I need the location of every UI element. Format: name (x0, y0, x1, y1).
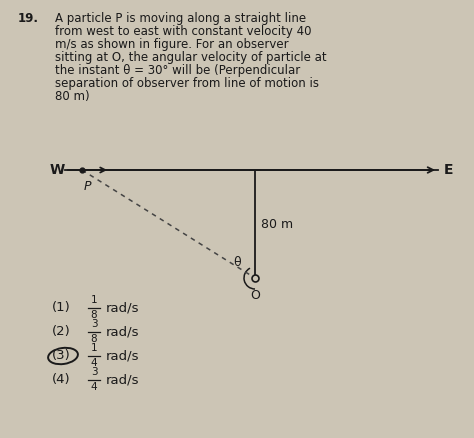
Text: A particle P is moving along a straight line: A particle P is moving along a straight … (55, 12, 306, 25)
Text: 1: 1 (91, 295, 97, 305)
Text: θ: θ (233, 255, 241, 268)
Text: (3): (3) (52, 350, 71, 363)
Text: (2): (2) (52, 325, 71, 339)
Text: E: E (444, 163, 454, 177)
Text: rad/s: rad/s (106, 350, 139, 363)
Text: sitting at O, the angular velocity of particle at: sitting at O, the angular velocity of pa… (55, 51, 327, 64)
Text: 4: 4 (91, 382, 97, 392)
Text: (4): (4) (52, 374, 71, 386)
Text: rad/s: rad/s (106, 301, 139, 314)
Text: O: O (250, 289, 260, 302)
Text: 80 m: 80 m (261, 218, 293, 230)
Text: rad/s: rad/s (106, 325, 139, 339)
Text: 4: 4 (91, 358, 97, 368)
Text: 80 m): 80 m) (55, 90, 90, 103)
Text: P: P (84, 180, 91, 193)
Text: 3: 3 (91, 367, 97, 377)
Text: separation of observer from line of motion is: separation of observer from line of moti… (55, 77, 319, 90)
Text: (1): (1) (52, 301, 71, 314)
Text: 3: 3 (91, 319, 97, 329)
Text: rad/s: rad/s (106, 374, 139, 386)
Text: 8: 8 (91, 310, 97, 320)
Text: from west to east with constant velocity 40: from west to east with constant velocity… (55, 25, 311, 38)
Text: 1: 1 (91, 343, 97, 353)
Text: 19.: 19. (18, 12, 39, 25)
Text: the instant θ = 30° will be (Perpendicular: the instant θ = 30° will be (Perpendicul… (55, 64, 300, 77)
Text: W: W (50, 163, 65, 177)
Text: 8: 8 (91, 334, 97, 344)
Text: m/s as shown in figure. For an observer: m/s as shown in figure. For an observer (55, 38, 289, 51)
